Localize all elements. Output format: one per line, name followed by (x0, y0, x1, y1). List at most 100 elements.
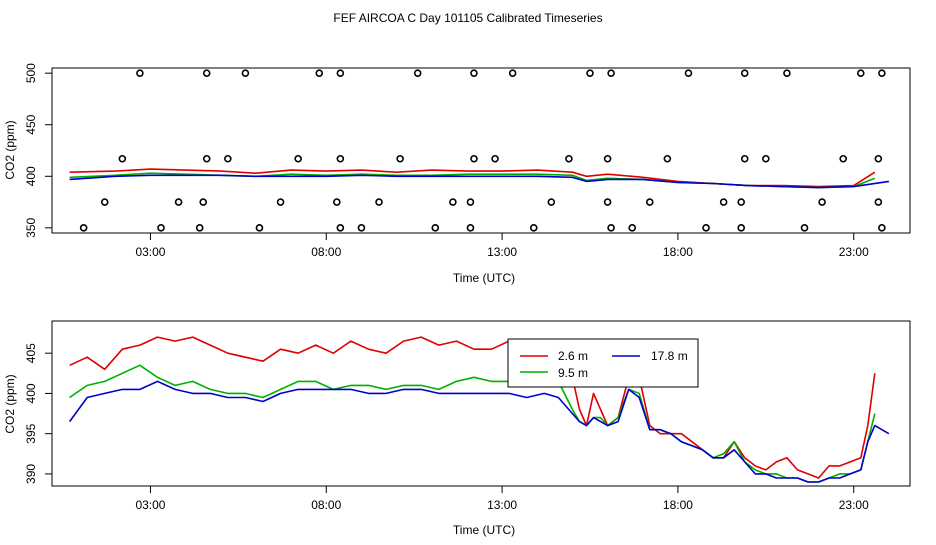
top-x-axis-label: Time (UTC) (453, 271, 515, 285)
top-series-2-6-m (69, 168, 876, 188)
top-series-17-8-m (69, 174, 890, 189)
calibration-point (202, 69, 211, 77)
bottom-series-17-8-m (68, 380, 890, 483)
calibration-point (607, 69, 615, 77)
top-y-tick-label: 400 (24, 166, 38, 186)
top-x-tick-label: 13:00 (487, 245, 517, 259)
bottom-y-tick-label: 390 (24, 464, 38, 484)
bottom-y-tick-label: 400 (24, 383, 38, 403)
calibration-point (276, 198, 285, 206)
calibration-point (856, 69, 865, 77)
legend-box (507, 338, 699, 388)
top-x-tick-label: 18:00 (663, 245, 693, 259)
calibration-point (628, 224, 637, 232)
bottom-y-axis-label: CO2 (ppm) (3, 374, 17, 433)
calibration-point (195, 224, 204, 232)
calibration-point (449, 198, 457, 206)
bottom-y-tick-label: 405 (24, 343, 38, 363)
calibration-point (315, 69, 324, 77)
legend: 2.6 m 17.8 m 9.5 m (507, 338, 699, 388)
legend-label-9-5m: 9.5 m (558, 366, 588, 380)
calibration-point (818, 198, 826, 206)
bottom-x-tick-label: 23:00 (839, 498, 869, 512)
bottom-series-lines (68, 336, 890, 483)
calibration-point (719, 198, 728, 206)
calibration-point (336, 69, 345, 77)
calibration-point (508, 69, 517, 77)
calibration-point (336, 154, 345, 163)
calibration-point (663, 154, 672, 163)
top-y-tick-label: 450 (24, 114, 38, 134)
calibration-point (357, 224, 366, 232)
calibration-point (603, 154, 612, 163)
top-panel: CO2 (ppm) Time (UTC) 03:00 08:00 13:00 18:0… (3, 63, 911, 285)
calibration-point (241, 69, 250, 77)
calibration-point (740, 154, 749, 163)
calibration-point (762, 154, 770, 163)
calibration-point (874, 198, 883, 206)
calibration-point (529, 224, 538, 232)
calibration-point (565, 154, 573, 163)
calibration-point (466, 224, 475, 232)
calibration-point (136, 69, 144, 77)
top-x-tick-label: 08:00 (311, 245, 341, 259)
bottom-x-tick-label: 18:00 (663, 498, 693, 512)
bottom-plot-frame (51, 320, 911, 487)
calibration-point (737, 198, 746, 206)
bottom-series-2-6-m (69, 336, 876, 479)
calibration-point (431, 224, 440, 232)
calibration-point (839, 154, 847, 163)
calibration-point (333, 198, 341, 206)
bottom-x-axis-label: Time (UTC) (453, 523, 515, 537)
top-y-axis-label: CO2 (ppm) (3, 120, 17, 179)
bottom-y-tick-label: 395 (24, 423, 38, 443)
calibration-point (491, 154, 499, 163)
calibration-point (800, 224, 809, 232)
top-y-tick-label: 500 (24, 63, 38, 83)
calibration-point (645, 198, 654, 206)
calibration-point (100, 198, 109, 206)
calibration-point (174, 198, 183, 206)
calibration-point (470, 69, 478, 77)
calibration-point (157, 224, 165, 232)
bottom-x-tick-label: 13:00 (487, 498, 517, 512)
calibration-point (255, 224, 264, 232)
calibration-point (607, 224, 615, 232)
calibration-point (79, 224, 88, 232)
calibration-point (586, 69, 594, 77)
chart-title: FEF AIRCOA C Day 101105 Calibrated Times… (333, 11, 602, 25)
bottom-panel: CO2 (ppm) Time (UTC) 03:00 08:00 13:00 18:0… (3, 320, 911, 537)
calibration-point (783, 69, 791, 77)
calibration-point (466, 198, 475, 206)
calibration-point (737, 224, 746, 232)
calibration-point (118, 154, 127, 163)
top-y-tick-label: 350 (24, 218, 38, 238)
top-series-lines (69, 168, 890, 189)
calibration-point (702, 224, 710, 232)
calibration-point (874, 154, 883, 163)
calibration-point (336, 224, 345, 232)
bottom-axes: 03:00 08:00 13:00 18:00 23:00 390 395 400 405 (24, 343, 869, 512)
calibration-point (878, 224, 886, 232)
top-calibration-points (79, 69, 886, 232)
calibration-point (684, 69, 693, 77)
calibration-point (470, 154, 478, 163)
bottom-x-tick-label: 08:00 (311, 498, 341, 512)
calibration-point (740, 69, 749, 77)
calibration-point (202, 154, 211, 163)
calibration-point (413, 69, 422, 77)
top-plot-frame (51, 67, 911, 234)
top-x-tick-label: 03:00 (135, 245, 165, 259)
top-x-tick-label: 23:00 (839, 245, 869, 259)
bottom-x-tick-label: 03:00 (135, 498, 165, 512)
legend-label-17-8m: 17.8 m (651, 349, 688, 363)
legend-label-2-6m: 2.6 m (558, 349, 588, 363)
calibration-point (603, 198, 612, 206)
calibration-point (294, 154, 302, 163)
calibration-point (199, 198, 208, 206)
top-axes: 03:00 08:00 13:00 18:00 23:00 350 400 450 500 (24, 63, 869, 259)
calibration-point (396, 154, 404, 163)
calibration-point (375, 198, 383, 206)
